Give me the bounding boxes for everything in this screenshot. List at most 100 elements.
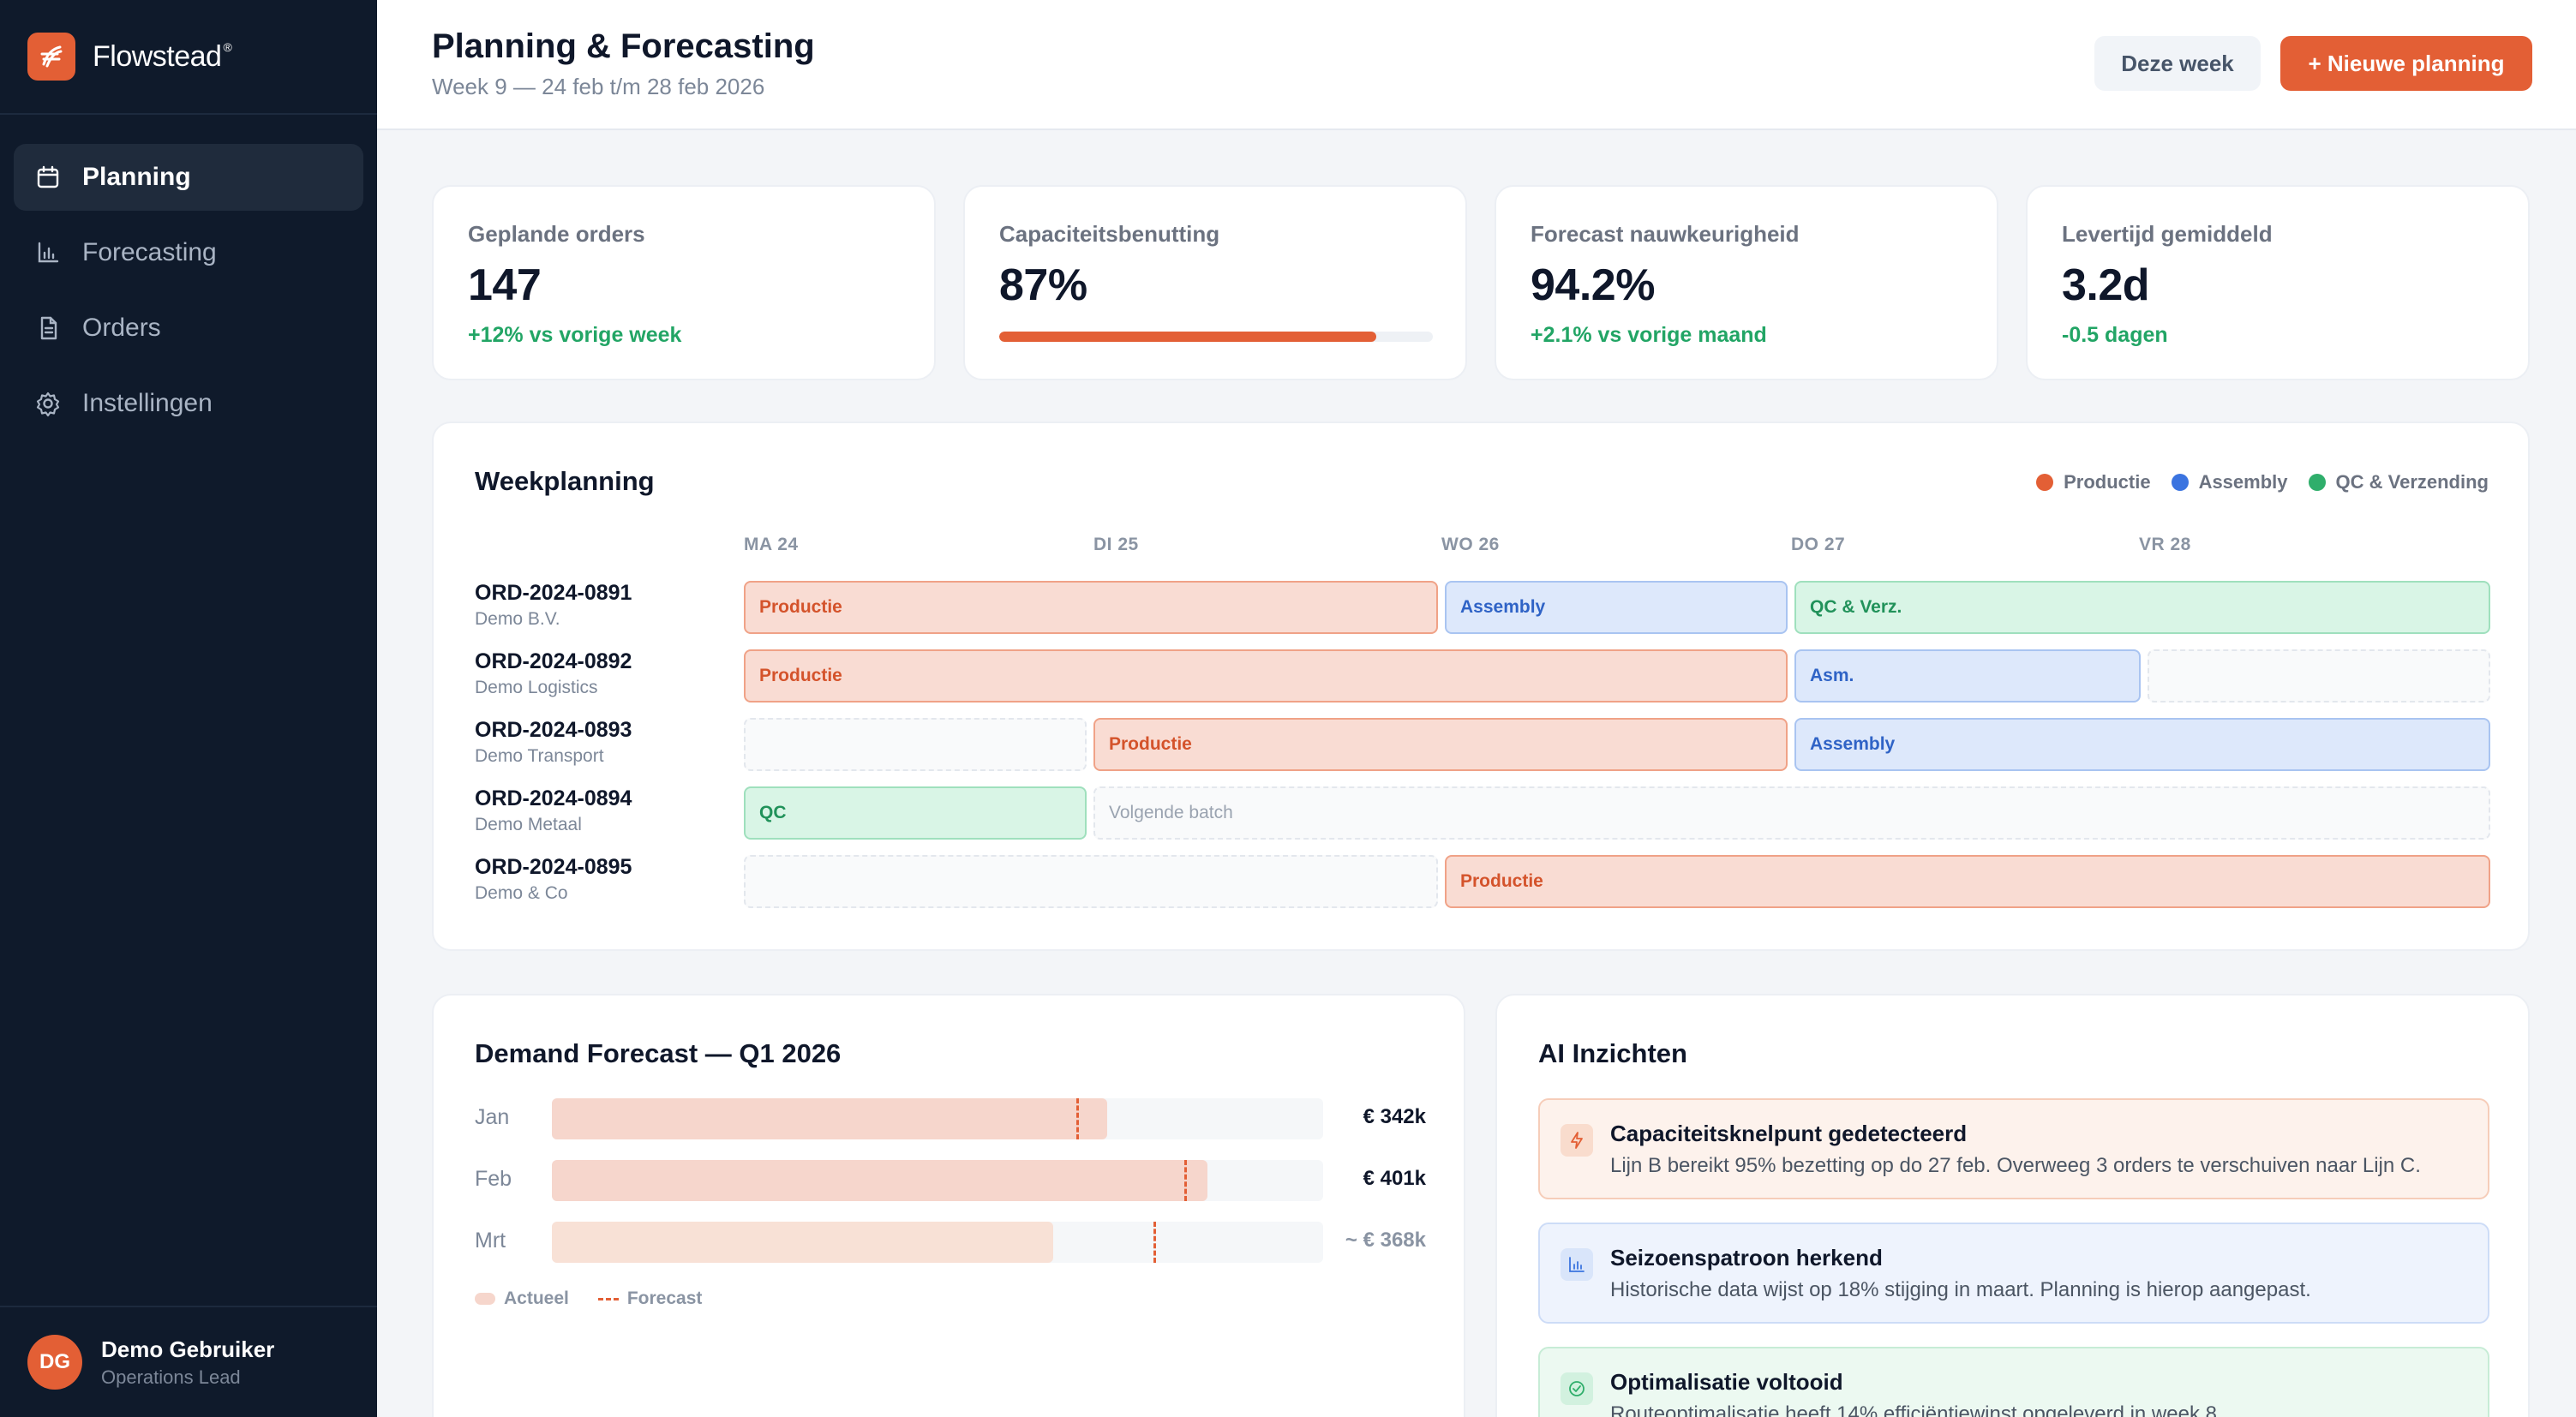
task-bar-qc[interactable]: QC & Verz. [1794,581,2490,634]
task-bar-assembly[interactable]: Assembly [1794,718,2490,771]
brand[interactable]: Flowstead ® [0,0,377,115]
kpi-value: 94.2% [1531,260,1655,310]
order-customer: Demo Transport [475,746,604,766]
sidebar-item-instellingen[interactable]: Instellingen [14,370,363,437]
order-id: ORD-2024-0892 [475,649,632,673]
demand-row: Feb € 401k [475,1160,1426,1201]
demand-row: Jan € 342k [475,1098,1426,1139]
user-name: Demo Gebruiker [101,1336,275,1362]
legend-actual-label: Actueel [504,1288,569,1308]
avatar: DG [27,1335,82,1390]
order-row-label: ORD-2024-0894 Demo Metaal [475,786,632,835]
demand-actual-bar [552,1098,1107,1139]
task-slot-empty[interactable] [744,855,1438,908]
calendar-icon [34,164,62,191]
sidebar-item-planning[interactable]: Planning [14,144,363,211]
task-slot-empty[interactable] [744,718,1087,771]
sidebar-item-orders[interactable]: Orders [14,295,363,362]
order-customer: Demo Metaal [475,815,582,834]
order-customer: Demo Logistics [475,678,598,697]
order-customer: Demo B.V. [475,609,560,629]
forecast-swatch [597,1297,619,1300]
kpi-value: 3.2d [2062,260,2150,310]
legend-item-productie: Productie [2036,471,2151,493]
user-profile[interactable]: DG Demo Gebruiker Operations Lead [0,1306,377,1417]
insight-text: Routeoptimalisatie heeft 14% efficiëntie… [1610,1402,2223,1417]
demand-row: Mrt ~ € 368k [475,1222,1426,1263]
demand-actual-bar [552,1222,1053,1263]
capacity-progress-fill [999,332,1377,342]
insight-title: Capaciteitsknelpunt gedetecteerd [1610,1121,1968,1146]
ai-insights-title: AI Inzichten [1538,1038,1687,1068]
user-role: Operations Lead [101,1366,241,1388]
order-row-label: ORD-2024-0893 Demo Transport [475,718,632,767]
order-customer: Demo & Co [475,883,568,903]
day-header: WO 26 [1441,535,1500,554]
kpi-label: Geplande orders [468,221,645,247]
legend-dot [2036,474,2054,491]
sidebar-item-label: Planning [82,163,191,191]
task-bar-productie[interactable]: Productie [1093,718,1788,771]
day-header: DO 27 [1791,535,1846,554]
kpi-delta: +2.1% vs vorige maand [1531,323,1767,347]
kpi-card-planned-orders: Geplande orders 147 +12% vs vorige week [432,185,936,380]
insight-capacity-bottleneck[interactable]: Capaciteitsknelpunt gedetecteerd Lijn B … [1538,1098,2489,1199]
demand-amount: € 342k [1363,1105,1426,1128]
forecast-marker [1076,1098,1079,1139]
task-slot-empty[interactable] [2148,649,2490,703]
insight-seasonal-pattern[interactable]: Seizoenspatroon herkend Historische data… [1538,1223,2489,1324]
demand-track [552,1160,1323,1201]
task-bar-productie[interactable]: Productie [744,649,1788,703]
legend-dot [2171,474,2189,491]
order-id: ORD-2024-0895 [475,855,632,879]
day-header: DI 25 [1093,535,1139,554]
ai-insights-card: AI Inzichten Capaciteitsknelpunt gedetec… [1495,994,2530,1417]
task-bar-productie[interactable]: Productie [744,581,1438,634]
bar-chart-icon [34,239,62,266]
order-id: ORD-2024-0893 [475,718,632,742]
task-bar-productie[interactable]: Productie [1445,855,2490,908]
month-label: Feb [475,1167,512,1191]
demand-amount: € 401k [1363,1167,1426,1190]
day-header: MA 24 [744,535,799,554]
this-week-button[interactable]: Deze week [2094,36,2261,91]
demand-amount: ~ € 368k [1345,1229,1426,1252]
task-bar-assembly[interactable]: Assembly [1445,581,1788,634]
month-label: Jan [475,1105,510,1129]
chart-icon [1561,1248,1593,1281]
legend-forecast-label: Forecast [626,1288,703,1308]
gear-icon [34,390,62,417]
sidebar-item-label: Orders [82,314,161,342]
demand-legend: Actueel Forecast [475,1288,702,1309]
insight-text: Historische data wijst op 18% stijging i… [1610,1278,2311,1301]
kpi-label: Levertijd gemiddeld [2062,221,2273,247]
new-planning-button[interactable]: + Nieuwe planning [2280,36,2532,91]
order-row-label: ORD-2024-0895 Demo & Co [475,855,632,904]
order-id: ORD-2024-0894 [475,786,632,810]
forecast-marker [1153,1222,1156,1263]
kpi-value: 87% [999,260,1087,310]
demand-forecast-title: Demand Forecast — Q1 2026 [475,1038,842,1068]
weekplanning-legend: Productie Assembly QC & Verzending [2016,471,2489,493]
page-header: Planning & Forecasting Week 9 — 24 feb t… [377,0,2576,130]
weekplanning-title: Weekplanning [475,466,655,496]
weekplanning-card: Weekplanning Productie Assembly QC & Ver… [432,422,2530,951]
lightning-icon [1561,1124,1593,1157]
kpi-label: Capaciteitsbenutting [999,221,1220,247]
sidebar-item-forecasting[interactable]: Forecasting [14,219,363,286]
kpi-delta: -0.5 dagen [2062,323,2168,347]
insight-optimization-done[interactable]: Optimalisatie voltooid Routeoptimalisati… [1538,1347,2489,1417]
kpi-card-forecast-accuracy: Forecast nauwkeurigheid 94.2% +2.1% vs v… [1495,185,1998,380]
legend-item-assembly: Assembly [2171,471,2288,493]
kpi-delta: +12% vs vorige week [468,323,682,347]
task-slot-next-batch[interactable]: Volgende batch [1093,786,2490,840]
sidebar: Flowstead ® Planning Forecasting Orders I… [0,0,377,1417]
task-bar-assembly[interactable]: Asm. [1794,649,2141,703]
kpi-label: Forecast nauwkeurigheid [1531,221,1800,247]
order-row-label: ORD-2024-0891 Demo B.V. [475,581,632,630]
order-id: ORD-2024-0891 [475,581,632,605]
actual-swatch [475,1293,495,1305]
task-bar-qc[interactable]: QC [744,786,1087,840]
forecast-marker [1184,1160,1187,1201]
document-icon [34,314,62,342]
